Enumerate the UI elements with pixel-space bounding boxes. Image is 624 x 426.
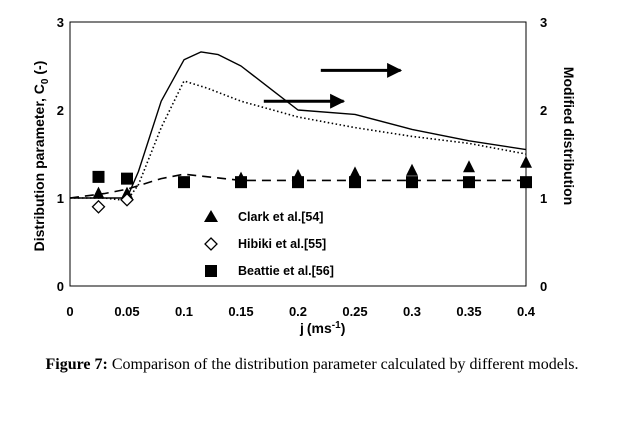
- point-triangle-0-7: [463, 160, 475, 173]
- point-triangle-0-8: [520, 155, 532, 168]
- y-tick-label-2: 2: [57, 103, 64, 118]
- x-tick-label-2: 0.1: [175, 304, 193, 319]
- point-triangle-0-1: [121, 186, 133, 199]
- point-square-2-6: [406, 176, 418, 189]
- x-tick-label-6: 0.3: [403, 304, 421, 319]
- point-triangle-0-6: [406, 163, 418, 176]
- point-triangle-0-5: [349, 166, 361, 179]
- point-diamond-1-1: [120, 192, 134, 207]
- point-diamond-1-0: [91, 199, 106, 214]
- point-square-2-4: [292, 176, 304, 189]
- annotation-layer: [263, 62, 403, 109]
- legend-label-beattie: Beattie et al.[56]: [238, 264, 334, 278]
- y-axis-title-main: Distribution parameter, C: [31, 84, 47, 251]
- caption-text: Comparison of the distribution parameter…: [111, 356, 579, 373]
- y-tick-label-3: 3: [57, 15, 64, 30]
- point-square-2-5: [349, 176, 361, 189]
- point-square-2-2: [178, 176, 190, 189]
- y-axis-title: Distribution parameter, C0 (-): [31, 61, 51, 252]
- y-axis-title-unit: (-): [31, 61, 47, 79]
- legend-label-hibiki: Hibiki et al.[55]: [238, 237, 326, 251]
- x-axis-title-close: ): [341, 320, 346, 336]
- x-tick-label-5: 0.25: [342, 304, 367, 319]
- right-axis-title: Modified distribution: [561, 67, 577, 205]
- point-square-2-8: [520, 176, 532, 189]
- figure-caption: Figure 7: Comparison of the distribution…: [40, 354, 584, 376]
- right-y-tick-label-1: 1: [540, 191, 547, 206]
- legend-diamond-icon: [204, 237, 218, 251]
- series-line-4-solid: [70, 51, 527, 199]
- point-square-2-7: [463, 176, 475, 189]
- x-tick-label-4: 0.2: [289, 304, 307, 319]
- legend-entry-beattie: Beattie et al.[56]: [205, 264, 334, 278]
- right-y-tick-label-2: 2: [540, 103, 547, 118]
- point-square-2-1: [121, 172, 133, 185]
- y-axis-title-subscript: 0: [40, 78, 51, 84]
- x-axis-title-exponent: -1: [332, 320, 341, 331]
- right-y-tick-label-3: 3: [540, 15, 547, 30]
- x-tick-label-3: 0.15: [228, 304, 253, 319]
- legend-label-clark: Clark et al.[54]: [238, 210, 323, 224]
- x-axis-title-base: j: [299, 320, 304, 336]
- x-axis-title: j (ms-1): [299, 320, 345, 336]
- x-tick-label-8: 0.4: [517, 304, 536, 319]
- x-tick-label-0: 0: [66, 304, 73, 319]
- legend-triangle-icon: [204, 210, 218, 222]
- series-line-3-dashed: [69, 173, 526, 199]
- point-triangle-0-0: [92, 186, 105, 199]
- right-y-tick-label-0: 0: [540, 279, 547, 294]
- point-square-2-3: [235, 176, 247, 189]
- legend-entry-hibiki: Hibiki et al.[55]: [204, 237, 326, 251]
- tick-layer: 0 1 2 3 0 1 2 3 0 0.05 0.1 0.15 0.2 0.25 0.3 0.35 0.4: [57, 15, 547, 319]
- legend: Clark et al.[54] Hibiki et al.[55] Beatt…: [204, 210, 334, 278]
- legend-entry-clark: Clark et al.[54]: [204, 210, 323, 224]
- x-tick-label-7: 0.35: [456, 304, 481, 319]
- caption-label: Figure 7:: [45, 356, 108, 373]
- x-tick-label-1: 0.05: [114, 304, 139, 319]
- marker-layer: [91, 155, 532, 214]
- x-axis-title-unit: (ms: [307, 320, 332, 336]
- chart: 0 1 2 3 0 1 2 3 0 0.05 0.1 0.15 0.2 0.25 0.3 0.35 0.4 Di…: [31, 15, 577, 336]
- legend-square-icon: [205, 265, 217, 277]
- y-tick-label-0: 0: [57, 279, 64, 294]
- point-square-2-0: [92, 170, 105, 183]
- y-tick-label-1: 1: [57, 191, 64, 206]
